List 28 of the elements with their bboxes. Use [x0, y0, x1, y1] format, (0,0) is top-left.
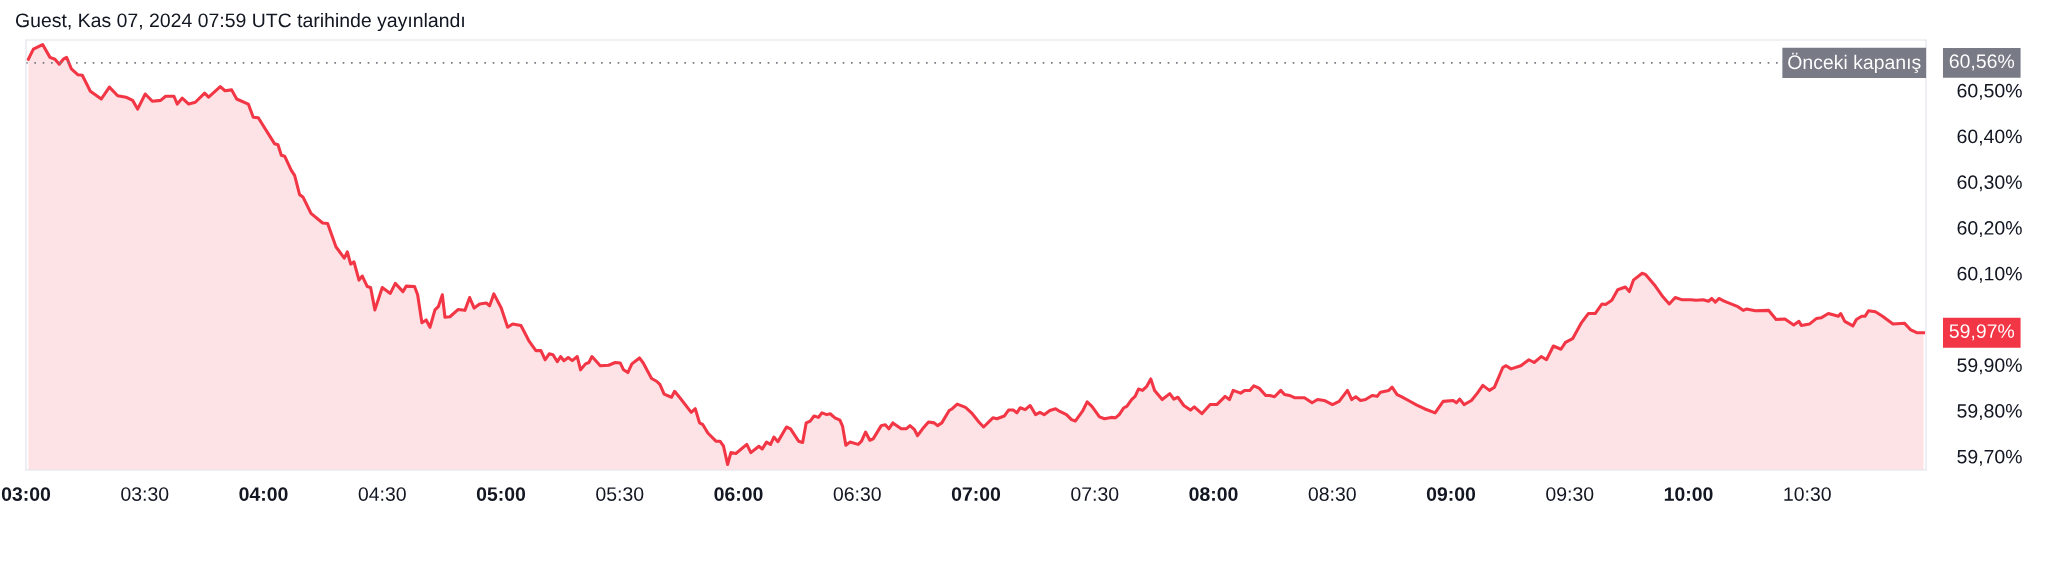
- ref-line-label: Önceki kapanış: [1788, 52, 1921, 74]
- x-tick-label: 10:30: [1784, 487, 1831, 501]
- x-tick-label: 06:30: [833, 487, 881, 501]
- text: 60,56%: [1949, 54, 2015, 71]
- y-tick-label: 60,40%: [1957, 129, 2022, 146]
- x-tick-label: 04:30: [358, 487, 406, 501]
- y-tick-label: 59,80%: [1957, 404, 2022, 421]
- y-tick-label: 59,90%: [1957, 358, 2022, 375]
- x-tick-label: 04:00: [239, 487, 288, 501]
- y-tick-label: 60,20%: [1957, 221, 2022, 238]
- text: 59,97%: [1949, 324, 2015, 341]
- x-tick-label: 08:00: [1189, 487, 1238, 501]
- x-tick-label: 09:00: [1426, 487, 1476, 501]
- y-tick-label: 60,50%: [1957, 83, 2022, 100]
- x-tick-label: 08:30: [1308, 487, 1356, 501]
- x-tick-label: 07:30: [1071, 487, 1119, 501]
- y-tick-label: 60,10%: [1957, 266, 2022, 283]
- x-tick-label: 10:00: [1664, 487, 1713, 501]
- x-tick-label: 03:30: [121, 487, 169, 501]
- x-tick-label: 06:00: [714, 487, 763, 501]
- y-tick-label: 59,70%: [1957, 449, 2022, 466]
- x-tick-label: 09:30: [1546, 487, 1594, 501]
- x-tick-label: 05:30: [596, 487, 644, 501]
- chart-title: Guest, Kas 07, 2024 07:59 UTC tarihinde yayınlandı: [15, 12, 464, 32]
- x-tick-label: 03:00: [1, 487, 51, 501]
- x-tick-label: 05:00: [476, 487, 526, 501]
- x-tick-label: 07:00: [951, 487, 1001, 501]
- y-tick-label: 60,30%: [1957, 175, 2022, 192]
